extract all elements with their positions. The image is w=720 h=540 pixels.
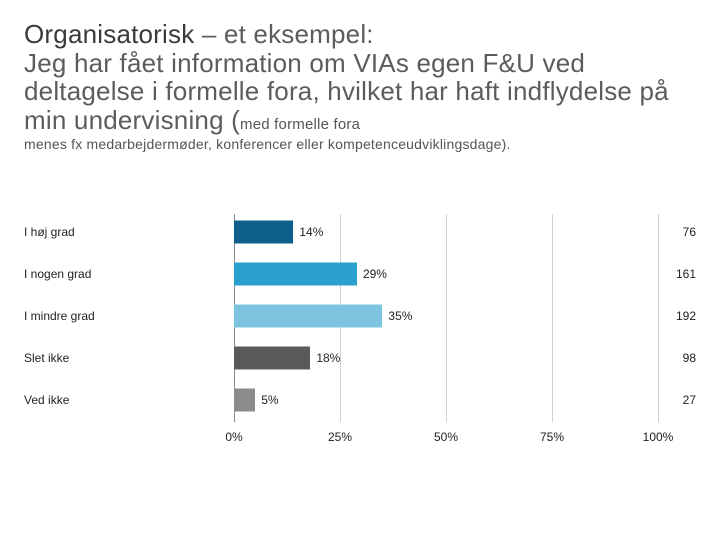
bar (234, 389, 255, 412)
x-tick-label: 100% (643, 430, 674, 444)
count-label: 192 (660, 309, 696, 323)
count-label: 27 (660, 393, 696, 407)
bar (234, 347, 310, 370)
category-label: Ved ikke (24, 393, 112, 407)
title-bold-prefix: Organisatorisk (24, 19, 194, 49)
x-tick-label: 75% (540, 430, 564, 444)
count-label: 161 (660, 267, 696, 281)
bar-value-label: 35% (388, 309, 412, 323)
bar (234, 305, 382, 328)
bar-value-label: 18% (316, 351, 340, 365)
count-label: 76 (660, 225, 696, 239)
category-label: I nogen grad (24, 267, 112, 281)
title-block: Organisatorisk – et eksempel: Jeg har få… (24, 20, 696, 153)
x-tick-label: 50% (434, 430, 458, 444)
grid-line (446, 214, 447, 422)
bar-value-label: 14% (299, 225, 323, 239)
grid-line (658, 214, 659, 422)
x-tick-label: 0% (225, 430, 242, 444)
title-sub-inline: med formelle fora (240, 116, 360, 133)
bar (234, 263, 357, 286)
bar-value-label: 5% (261, 393, 278, 407)
chart-area: 0% 25% 50% 75% 100% I høj grad 14% 76 I nogen gr… (24, 214, 696, 514)
category-label: I høj grad (24, 225, 112, 239)
slide-title: Organisatorisk – et eksempel: Jeg har få… (24, 20, 696, 134)
bar-value-label: 29% (363, 267, 387, 281)
category-label: Slet ikke (24, 351, 112, 365)
bar (234, 221, 293, 244)
title-line1-rest: – et eksempel: (194, 19, 373, 49)
grid-line (552, 214, 553, 422)
count-label: 98 (660, 351, 696, 365)
chart-plot: 0% 25% 50% 75% 100% I høj grad 14% 76 I nogen gr… (24, 214, 696, 514)
slide-container: Organisatorisk – et eksempel: Jeg har få… (0, 0, 720, 540)
title-note: menes fx medarbejdermøder, konferencer e… (24, 136, 696, 153)
x-tick-label: 25% (328, 430, 352, 444)
category-label: I mindre grad (24, 309, 112, 323)
